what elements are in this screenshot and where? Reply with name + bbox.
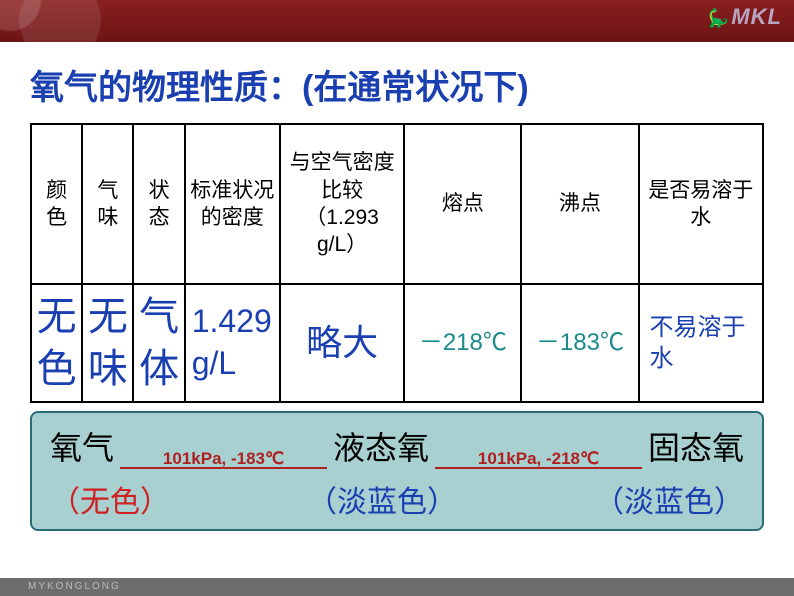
footer-bar: MYKONGLONG	[0, 578, 794, 596]
liquid-color-label: （淡蓝色）	[307, 477, 457, 521]
td-smell: 无味	[82, 284, 133, 402]
properties-table: 颜色 气味 状态 标准状况的密度 与空气密度比较（1.293 g/L） 熔点 沸…	[30, 123, 764, 403]
table-header-row: 颜色 气味 状态 标准状况的密度 与空气密度比较（1.293 g/L） 熔点 沸…	[31, 124, 763, 284]
td-density: 1.429 g/L	[185, 284, 280, 402]
td-melting: －218℃	[404, 284, 521, 402]
th-density: 标准状况的密度	[185, 124, 280, 284]
arrow-1: 101kPa, -183℃	[120, 449, 327, 469]
arrow-1-text: 101kPa, -183℃	[163, 449, 284, 469]
th-melting: 熔点	[404, 124, 521, 284]
state-gas: 氧气	[50, 423, 114, 469]
th-solubility: 是否易溶于水	[639, 124, 763, 284]
state-liquid: 液态氧	[333, 423, 429, 469]
arrow-1-line	[120, 467, 327, 469]
th-compare: 与空气密度比较（1.293 g/L）	[280, 124, 404, 284]
th-color: 颜色	[31, 124, 82, 284]
page-title: 氧气的物理性质：(在通常状况下)	[0, 42, 794, 123]
table-data-row: 无色 无味 气体 1.429 g/L 略大 －218℃ －183℃ 不易溶于水	[31, 284, 763, 402]
state-solid: 固态氧	[648, 423, 744, 469]
arrow-2-text: 101kPa, -218℃	[478, 449, 599, 469]
td-compare: 略大	[280, 284, 404, 402]
gas-color-label: （无色）	[50, 477, 170, 521]
header-bar: 🦕MKL	[0, 0, 794, 42]
arrow-2: 101kPa, -218℃	[435, 449, 642, 469]
phase-states-box: 氧气 101kPa, -183℃ 液态氧 101kPa, -218℃ 固态氧 （…	[30, 411, 764, 531]
properties-table-wrap: 颜色 气味 状态 标准状况的密度 与空气密度比较（1.293 g/L） 熔点 沸…	[0, 123, 794, 403]
logo-text: MKL	[731, 4, 782, 29]
logo: 🦕MKL	[706, 4, 782, 30]
arrow-2-line	[435, 467, 642, 469]
solid-color-label: （淡蓝色）	[594, 477, 744, 521]
td-solubility: 不易溶于水	[639, 284, 763, 402]
td-boiling: －183℃	[521, 284, 638, 402]
th-boiling: 沸点	[521, 124, 638, 284]
td-state: 气体	[133, 284, 184, 402]
th-state: 状态	[133, 124, 184, 284]
phase-line-1: 氧气 101kPa, -183℃ 液态氧 101kPa, -218℃ 固态氧	[50, 423, 744, 469]
phase-line-2: （无色） （淡蓝色） （淡蓝色）	[50, 477, 744, 521]
td-color: 无色	[31, 284, 82, 402]
th-smell: 气味	[82, 124, 133, 284]
dino-icon: 🦕	[706, 8, 729, 29]
